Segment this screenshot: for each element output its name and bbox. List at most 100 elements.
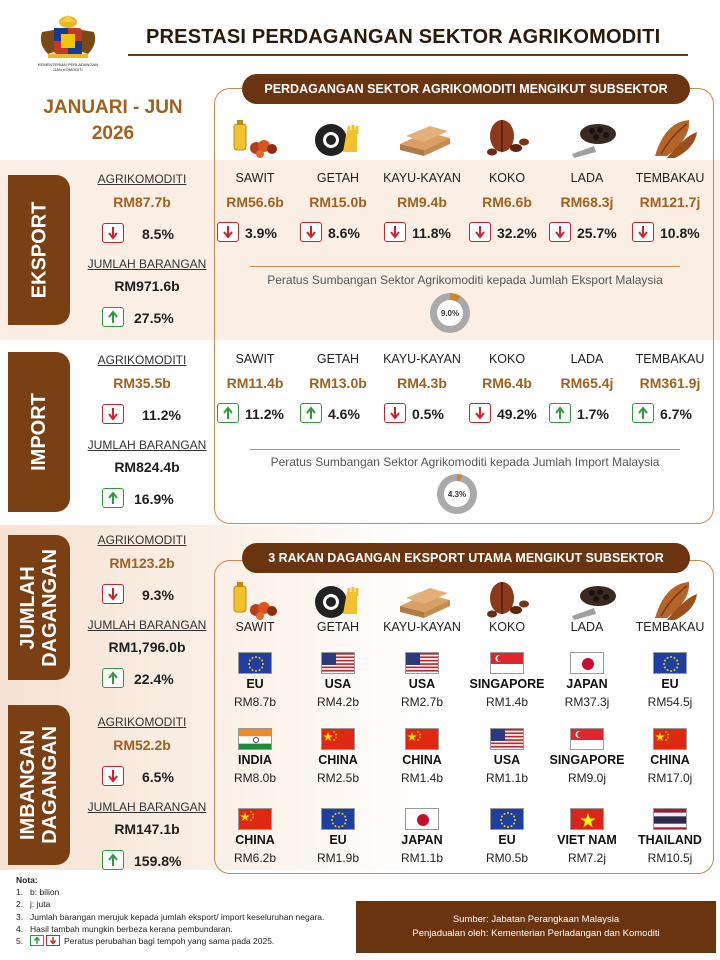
partner-country: INDIA: [237, 753, 273, 767]
eksport-subsector-change: 10.8%: [660, 225, 700, 241]
flag-eu-icon: [321, 808, 355, 830]
import-agri-change: 11.2%: [142, 407, 181, 423]
svg-text:DAN KOMODITI: DAN KOMODITI: [53, 67, 82, 72]
partner-country: JAPAN: [401, 833, 443, 847]
eksport-subsector-arrow: [632, 222, 654, 242]
eksport-subsector-change: 25.7%: [577, 225, 617, 241]
eksport-subsector-name: SAWIT: [235, 171, 275, 185]
import-share-caption: Peratus Sumbangan Sektor Agrikomoditi ke…: [270, 455, 660, 469]
import-subsector-arrow: [384, 403, 406, 423]
partner-value: RM1.4b: [485, 695, 529, 709]
partner-value: RM1.1b: [485, 771, 529, 785]
imbangan-total-arrow: [102, 850, 124, 870]
eksport-share-value: 9.0%: [437, 300, 463, 326]
partner-value: RM2.7b: [400, 695, 444, 709]
flag-thailand-icon: [653, 808, 687, 830]
partner-subsector-name: GETAH: [316, 620, 360, 634]
period: JANUARI - JUN 2026: [18, 95, 208, 147]
cocoa-icon: [478, 116, 534, 160]
palm-oil-icon: [226, 116, 282, 160]
import-subsector-name: KOKO: [488, 352, 526, 366]
partners-frame: [214, 560, 714, 874]
jumlah-total-label: JUMLAH BARANGAN: [87, 618, 207, 632]
partner-country: EU: [329, 833, 347, 847]
flag-eu-icon: [490, 808, 524, 830]
import-label: IMPORT: [8, 352, 70, 512]
jumlah-total-arrow: [102, 668, 124, 688]
import-total-value: RM824.4b: [114, 459, 180, 475]
partner-country: EU: [498, 833, 516, 847]
partner-subsector-name: TEMBAKAU: [635, 620, 705, 634]
eksport-agri-label: AGRIKOMODITI: [97, 172, 187, 186]
import-subsector-arrow: [632, 403, 654, 423]
eksport-subsector-value: RM9.4b: [397, 194, 447, 210]
import-subsector-change: 49.2%: [497, 406, 537, 422]
partner-subsector-name: KAYU-KAYAN: [383, 620, 461, 634]
import-agri-value: RM35.5b: [113, 375, 171, 391]
note-number: 1.: [16, 887, 24, 898]
eksport-total-value: RM971.6b: [114, 278, 180, 294]
note-text: Peratus perubahan bagi tempoh yang sama …: [64, 936, 275, 947]
note-item: 4. Hasil tambah mungkin berbeza kerana pe…: [16, 923, 324, 935]
eksport-agri-change: 8.5%: [142, 226, 174, 242]
partner-country: THAILAND: [638, 833, 702, 847]
eksport-share-caption: Peratus Sumbangan Sektor Agrikomoditi ke…: [267, 273, 663, 287]
imbangan-agri-change: 6.5%: [142, 769, 174, 785]
import-subsector-arrow: [217, 403, 239, 423]
tobacco-icon: [645, 578, 701, 622]
import-subsector-name: LADA: [570, 352, 604, 366]
partner-value: RM1.9b: [316, 851, 360, 865]
flag-india-icon: [238, 728, 272, 750]
svg-text:KEMENTERIAN PERLADANGAN: KEMENTERIAN PERLADANGAN: [38, 62, 98, 67]
note-item: 1. b: bilion: [16, 886, 324, 898]
import-subsector-value: RM11.4b: [226, 375, 284, 391]
jumlah-agri-arrow: [102, 584, 124, 604]
import-subsector-value: RM4.3b: [397, 375, 447, 391]
eksport-agri-arrow: [102, 223, 124, 243]
period-months: JANUARI - JUN: [43, 97, 183, 118]
imbangan-dagangan-label: IMBANGAN DAGANGAN: [8, 705, 70, 865]
page-title: PRESTASI PERDAGANGAN SEKTOR AGRIKOMODITI: [146, 26, 661, 48]
note-number: 3.: [16, 911, 24, 922]
imbangan-total-label: JUMLAH BARANGAN: [87, 800, 207, 814]
rubber-icon: [309, 578, 365, 622]
partner-value: RM1.1b: [400, 851, 444, 865]
partner-country: CHINA: [402, 753, 442, 767]
timber-icon: [396, 116, 452, 160]
flag-usa-icon: [321, 652, 355, 674]
note-number: 4.: [16, 923, 24, 934]
pepper-icon: [566, 578, 622, 622]
imbangan-agri-label: AGRIKOMODITI: [97, 715, 187, 729]
import-agri-label: AGRIKOMODITI: [97, 353, 187, 367]
eksport-subsector-change: 11.8%: [412, 225, 451, 241]
eksport-total-change: 27.5%: [134, 310, 174, 326]
eksport-subsector-name: GETAH: [316, 171, 360, 185]
partners-banner: 3 RAKAN DAGANGAN EKSPORT UTAMA MENGIKUT …: [242, 543, 690, 573]
note-text: Hasil tambah mungkin berbeza kerana pemb…: [30, 923, 233, 934]
import-subsector-change: 11.2%: [245, 406, 284, 422]
partner-country: CHINA: [650, 753, 690, 767]
partner-country: EU: [246, 677, 264, 691]
flag-singapore-icon: [570, 728, 604, 750]
source-text: Sumber: Jabatan Perangkaan Malaysia: [452, 914, 620, 925]
import-share-rule: [250, 449, 680, 450]
partner-subsector-name: SAWIT: [235, 620, 275, 634]
palm-oil-icon: [226, 578, 282, 622]
partner-country: SINGAPORE: [469, 677, 545, 691]
eksport-subsector-change: 32.2%: [497, 225, 537, 241]
import-total-arrow: [102, 488, 124, 508]
eksport-total-label: JUMLAH BARANGAN: [87, 257, 207, 271]
eksport-agri-value: RM87.7b: [113, 194, 171, 210]
eksport-subsector-value: RM68.3j: [560, 194, 614, 210]
eksport-subsector-value: RM6.6b: [482, 194, 532, 210]
jumlah-dagangan-label: JUMLAH DAGANGAN: [8, 535, 70, 680]
flag-china-icon: [405, 728, 439, 750]
import-total-change: 16.9%: [134, 491, 174, 507]
import-subsector-change: 1.7%: [577, 406, 609, 422]
import-subsector-value: RM361.9j: [639, 375, 701, 391]
notes: Nota: 1. b: bilion 2. j: juta 3. Jumlah baran…: [16, 874, 324, 947]
eksport-subsector-arrow: [549, 222, 571, 242]
flag-japan-icon: [405, 808, 439, 830]
import-subsector-name: TEMBAKAU: [635, 352, 705, 366]
flag-vietnam-icon: [570, 808, 604, 830]
